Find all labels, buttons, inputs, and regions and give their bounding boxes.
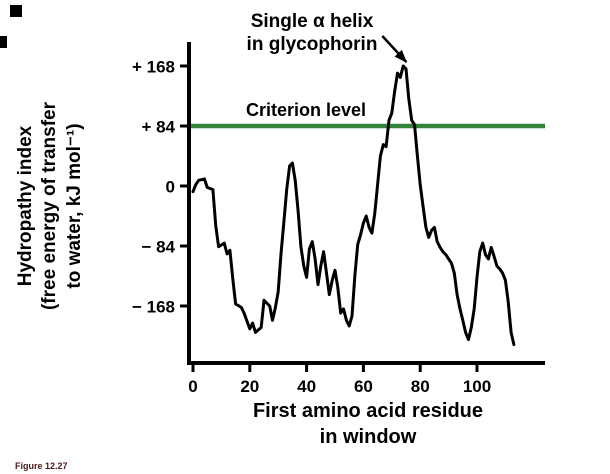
alpha-helix-annotation: Single α helix in glycophorin — [212, 10, 412, 56]
page-artifact-square — [0, 36, 7, 48]
svg-text:− 168: − 168 — [132, 298, 175, 317]
annotation-arrow — [381, 35, 408, 63]
svg-text:60: 60 — [354, 377, 373, 396]
svg-text:+ 168: + 168 — [132, 58, 175, 77]
svg-text:80: 80 — [411, 377, 430, 396]
y-axis-title-line: (free energy of transfer — [39, 102, 61, 311]
y-axis-title: Hydropathy index (free energy of transfe… — [14, 41, 110, 371]
svg-text:+ 84: + 84 — [141, 118, 175, 137]
x-axis-title: First amino acid residue in window — [198, 398, 538, 450]
svg-text:0: 0 — [166, 178, 175, 197]
criterion-level-label: Criterion level — [246, 100, 367, 120]
svg-text:40: 40 — [297, 377, 316, 396]
svg-text:100: 100 — [463, 377, 491, 396]
figure-caption: Figure 12.27 — [15, 461, 68, 471]
axes — [180, 42, 545, 372]
svg-text:20: 20 — [240, 377, 259, 396]
y-axis-title-line: to water, kJ mol⁻¹) — [63, 123, 85, 289]
annotation-line: Single α helix — [250, 11, 374, 32]
svg-text:0: 0 — [188, 377, 197, 396]
tick-labels: + 168 + 84 0 − 84 − 168 0 20 40 60 80 100 — [132, 58, 491, 397]
hydropathy-data-curve — [191, 64, 516, 347]
x-axis-title-line: in window — [319, 426, 417, 448]
svg-text:− 84: − 84 — [141, 238, 175, 257]
y-axis-title-line: Hydropathy index — [15, 125, 36, 287]
page-artifact-square — [10, 5, 22, 17]
annotation-line: in glycophorin — [246, 34, 378, 56]
x-axis-title-line: First amino acid residue — [252, 400, 484, 422]
